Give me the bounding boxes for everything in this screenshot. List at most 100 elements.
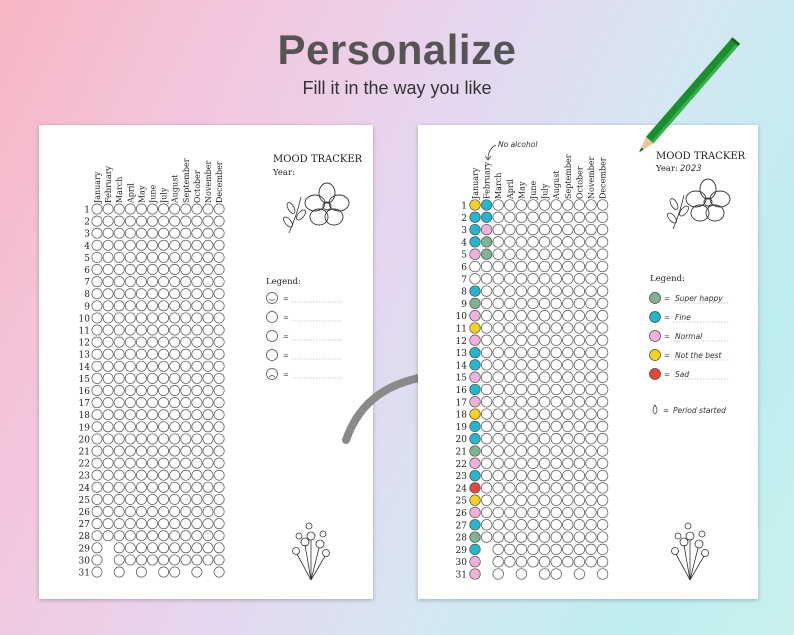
mood-circle[interactable]: [191, 360, 203, 372]
mood-circle[interactable]: [480, 506, 493, 519]
mood-circle[interactable]: [585, 506, 597, 519]
mood-circle[interactable]: [135, 433, 147, 445]
mood-circle[interactable]: [213, 554, 225, 566]
mood-circle[interactable]: [113, 409, 125, 421]
mood-circle[interactable]: [573, 420, 586, 433]
mood-circle[interactable]: [191, 530, 203, 542]
mood-circle[interactable]: [91, 409, 103, 421]
mood-circle[interactable]: [91, 554, 103, 566]
mood-circle[interactable]: [596, 408, 609, 420]
mood-circle[interactable]: [124, 518, 136, 530]
mood-circle[interactable]: [480, 383, 493, 396]
mood-circle[interactable]: [573, 494, 586, 506]
mood-circle[interactable]: [492, 334, 504, 346]
mood-circle[interactable]: [527, 359, 539, 371]
mood-circle[interactable]: [550, 383, 562, 396]
mood-circle[interactable]: [180, 433, 192, 445]
mood-circle[interactable]: [562, 359, 574, 371]
mood-circle[interactable]: [191, 409, 203, 421]
mood-circle[interactable]: [504, 556, 516, 568]
mood-circle[interactable]: [124, 481, 136, 493]
mood-circle[interactable]: [124, 421, 136, 433]
mood-circle[interactable]: [515, 494, 528, 506]
mood-circle[interactable]: [585, 420, 597, 433]
mood-circle[interactable]: [480, 310, 493, 322]
mood-circle[interactable]: [180, 409, 192, 421]
mood-circle[interactable]: [169, 554, 181, 566]
mood-circle[interactable]: [515, 223, 528, 236]
mood-circle[interactable]: [213, 481, 225, 493]
mood-circle[interactable]: [504, 211, 516, 223]
mood-circle[interactable]: [147, 457, 158, 469]
mood-circle[interactable]: [91, 312, 103, 324]
mood-circle[interactable]: [550, 297, 562, 310]
mood-circle[interactable]: [469, 543, 481, 556]
mood-circle[interactable]: [492, 236, 504, 248]
mood-circle[interactable]: [480, 334, 493, 346]
mood-circle[interactable]: [562, 543, 574, 556]
mood-circle[interactable]: [102, 348, 114, 360]
mood-circle[interactable]: [469, 482, 481, 494]
mood-circle[interactable]: [158, 506, 170, 517]
mood-circle[interactable]: [527, 506, 539, 519]
mood-circle[interactable]: [124, 372, 136, 384]
mood-circle[interactable]: [169, 433, 181, 445]
mood-circle[interactable]: [113, 215, 125, 227]
mood-circle[interactable]: [550, 482, 562, 494]
mood-circle[interactable]: [124, 264, 136, 275]
mood-circle[interactable]: [527, 420, 539, 433]
mood-circle[interactable]: [562, 334, 574, 346]
mood-circle[interactable]: [180, 506, 192, 517]
mood-circle[interactable]: [135, 421, 147, 433]
mood-circle[interactable]: [191, 227, 203, 239]
mood-circle[interactable]: [202, 300, 214, 312]
mood-circle[interactable]: [527, 433, 539, 445]
mood-circle[interactable]: [169, 481, 181, 493]
mood-circle[interactable]: [213, 348, 225, 360]
mood-circle[interactable]: [135, 469, 147, 481]
mood-circle[interactable]: [135, 481, 147, 493]
mood-circle[interactable]: [124, 554, 136, 566]
mood-circle[interactable]: [492, 543, 504, 556]
mood-circle[interactable]: [469, 236, 481, 248]
mood-circle[interactable]: [492, 346, 504, 359]
mood-circle[interactable]: [504, 482, 516, 494]
mood-circle[interactable]: [550, 359, 562, 371]
mood-circle[interactable]: [91, 397, 103, 409]
mood-circle[interactable]: [102, 385, 114, 396]
mood-circle[interactable]: [596, 469, 609, 482]
mood-circle[interactable]: [147, 239, 158, 251]
mood-circle[interactable]: [135, 300, 147, 312]
mood-circle[interactable]: [596, 383, 609, 396]
mood-circle[interactable]: [573, 469, 586, 482]
mood-circle[interactable]: [515, 273, 528, 285]
mood-circle[interactable]: [550, 408, 562, 420]
mood-circle[interactable]: [550, 273, 562, 285]
mood-circle[interactable]: [102, 409, 114, 421]
mood-circle[interactable]: [538, 285, 551, 297]
mood-circle[interactable]: [91, 215, 103, 227]
mood-circle[interactable]: [91, 421, 103, 433]
mood-circle[interactable]: [213, 372, 225, 384]
mood-circle[interactable]: [480, 273, 493, 285]
mood-circle[interactable]: [550, 211, 562, 223]
mood-circle[interactable]: [550, 199, 562, 211]
mood-circle[interactable]: [527, 543, 539, 556]
mood-circle[interactable]: [124, 433, 136, 445]
mood-circle[interactable]: [515, 346, 528, 359]
mood-circle[interactable]: [515, 359, 528, 371]
mood-circle[interactable]: [147, 300, 158, 312]
mood-circle[interactable]: [585, 531, 597, 543]
mood-circle[interactable]: [169, 397, 181, 409]
mood-circle[interactable]: [147, 554, 158, 566]
mood-circle[interactable]: [480, 457, 493, 469]
mood-circle[interactable]: [596, 506, 609, 519]
mood-circle[interactable]: [469, 506, 481, 519]
mood-circle[interactable]: [585, 310, 597, 322]
mood-circle[interactable]: [492, 322, 504, 334]
mood-circle[interactable]: [573, 433, 586, 445]
mood-circle[interactable]: [562, 469, 574, 482]
mood-circle[interactable]: [102, 227, 114, 239]
mood-circle[interactable]: [492, 248, 504, 260]
mood-circle[interactable]: [102, 372, 114, 384]
